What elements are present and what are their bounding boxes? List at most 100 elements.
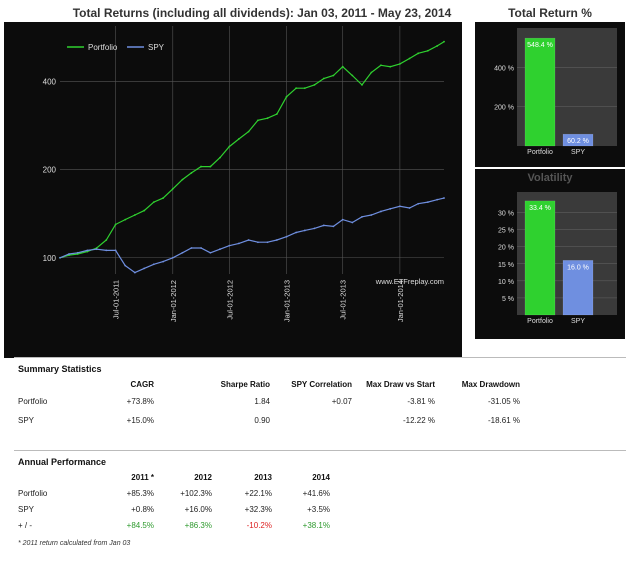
series-point-spy — [436, 198, 439, 201]
series-point-portfolio — [266, 117, 269, 120]
annual-cell: +102.3% — [180, 489, 212, 498]
main-line-chart: 100 200 400 Jul-01-2011 Jan-01-2012 Jul-01-2… — [4, 22, 462, 358]
series-line-spy — [59, 197, 445, 274]
annual-row-label: + / - — [18, 521, 33, 530]
legend-portfolio-label: Portfolio — [88, 43, 118, 52]
series-point-spy — [426, 201, 429, 203]
series-point-portfolio — [124, 218, 127, 221]
annual-header-2013: 2013 — [254, 473, 272, 482]
annual-row-label: SPY — [18, 505, 35, 514]
series-point-portfolio — [219, 156, 221, 159]
series-point-portfolio — [200, 165, 202, 168]
series-point-spy — [143, 267, 146, 270]
series-point-portfolio — [436, 45, 439, 47]
annual-diff-cell: -10.2% — [246, 521, 272, 530]
series-point-spy — [398, 205, 401, 208]
series-point-spy — [133, 271, 136, 274]
series-point-spy — [228, 244, 231, 247]
series-point-spy — [76, 251, 79, 254]
total-return-chart: 200 % 400 % 548.4 % Portfolio 60.2 % SPY — [475, 22, 625, 167]
bar-category-label: SPY — [571, 149, 585, 156]
legend-spy-label: SPY — [148, 43, 165, 52]
bar-category-label: Portfolio — [527, 318, 553, 325]
summary-cell: -3.81 % — [407, 397, 435, 406]
series-point-portfolio — [114, 223, 117, 226]
annual-title: Annual Performance — [18, 457, 107, 467]
x-tick-label: Jan-01-2013 — [282, 280, 291, 322]
series-point-spy — [86, 249, 89, 252]
series-point-spy — [380, 210, 382, 213]
x-tick-label: Jan-01-2014 — [396, 280, 405, 322]
volatility-chart: 5 % 10 % 15 % 20 % 25 % 30 % 33.4 % Portfolio 1… — [498, 192, 617, 325]
series-point-portfolio — [105, 239, 108, 241]
series-point-portfolio — [341, 65, 344, 68]
series-point-portfolio — [426, 49, 429, 52]
series-point-spy — [190, 247, 193, 249]
series-point-spy — [200, 247, 202, 249]
series-point-portfolio — [443, 40, 445, 43]
bar-value-label: 548.4 % — [527, 42, 553, 49]
summary-row-label: SPY — [18, 416, 35, 425]
series-point-spy — [68, 253, 70, 255]
y-tick-label: 200 — [43, 166, 57, 175]
series-point-spy — [209, 251, 212, 254]
main-chart-background — [4, 22, 462, 358]
series-point-portfolio — [361, 83, 363, 86]
divider — [14, 357, 626, 358]
bar-value-label: 60.2 % — [567, 138, 589, 145]
bar-y-tick-label: 30 % — [498, 211, 514, 218]
annual-header-2012: 2012 — [194, 473, 212, 482]
series-point-portfolio — [209, 165, 212, 168]
series-point-portfolio — [389, 65, 392, 68]
summary-cell: -12.22 % — [402, 416, 435, 425]
series-point-spy — [266, 241, 269, 244]
series-point-portfolio — [238, 137, 240, 140]
series-point-portfolio — [247, 130, 250, 133]
summary-cell: +73.8% — [126, 397, 154, 406]
series-point-portfolio — [190, 172, 193, 174]
annual-row-label: Portfolio — [18, 489, 48, 498]
bar-portfolio — [524, 200, 556, 316]
x-tick-label: Jan-01-2012 — [169, 280, 178, 322]
summary-header-sharpe: Sharpe Ratio — [220, 380, 270, 389]
bar-y-tick-label: 200 % — [494, 105, 514, 112]
annual-header-2014: 2014 — [312, 473, 330, 482]
series-point-portfolio — [228, 145, 231, 148]
series-point-portfolio — [408, 57, 411, 60]
series-point-portfolio — [332, 74, 335, 77]
series-point-portfolio — [181, 178, 184, 181]
annual-diff-cell: +86.3% — [184, 521, 212, 530]
series-point-portfolio — [295, 87, 298, 90]
volatility-title: Volatility — [527, 172, 573, 184]
summary-cell: +15.0% — [126, 416, 154, 425]
series-point-spy — [361, 215, 363, 218]
series-point-spy — [124, 264, 127, 267]
series-point-portfolio — [313, 83, 316, 86]
series-point-spy — [389, 207, 392, 210]
series-point-spy — [219, 248, 221, 251]
series-point-portfolio — [322, 77, 325, 80]
summary-header-correlation: SPY Correlation — [291, 380, 352, 389]
series-point-spy — [114, 249, 117, 252]
summary-cell: 0.90 — [254, 416, 270, 425]
series-point-portfolio — [257, 119, 259, 122]
summary-cell: 1.84 — [254, 397, 270, 406]
annual-header-2011: 2011 * — [131, 473, 154, 482]
series-point-spy — [95, 248, 98, 251]
series-point-portfolio — [171, 187, 174, 190]
bar-portfolio — [524, 37, 556, 147]
series-point-spy — [341, 218, 344, 221]
series-point-spy — [295, 231, 298, 234]
x-tick-label: Jul-01-2011 — [112, 280, 121, 319]
y-tick-label: 400 — [43, 78, 57, 87]
summary-cell: -31.05 % — [487, 397, 520, 406]
series-point-spy — [408, 207, 411, 209]
series-point-spy — [105, 249, 108, 252]
main-legend: Portfolio SPY — [67, 43, 165, 52]
main-chart-title: Total Returns (including all dividends):… — [72, 6, 452, 20]
summary-header-cagr: CAGR — [130, 380, 154, 389]
x-tick-label: Jul-01-2013 — [339, 280, 348, 320]
summary-row-label: Portfolio — [18, 397, 48, 406]
bar-y-tick-label: 20 % — [498, 245, 514, 252]
series-point-portfolio — [275, 113, 278, 115]
